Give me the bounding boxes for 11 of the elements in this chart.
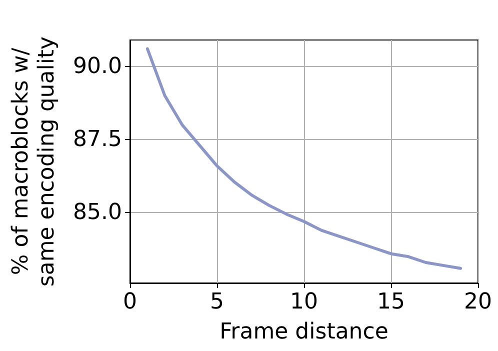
x-tick-label: 15 (377, 290, 405, 314)
x-axis-title: Frame distance (220, 320, 388, 344)
x-tick-label: 10 (290, 290, 318, 314)
y-tick-label: 90.0 (73, 54, 122, 79)
x-tick-label: 0 (123, 290, 137, 314)
x-tick-label: 5 (210, 290, 224, 314)
y-axis-title: % of macroblocks w/ same encoding quality (8, 36, 60, 287)
y-tick-label: 85.0 (73, 200, 122, 226)
line-series (146, 47, 462, 270)
y-tick-label: 87.5 (73, 127, 122, 152)
x-tick-label: 20 (464, 290, 492, 314)
